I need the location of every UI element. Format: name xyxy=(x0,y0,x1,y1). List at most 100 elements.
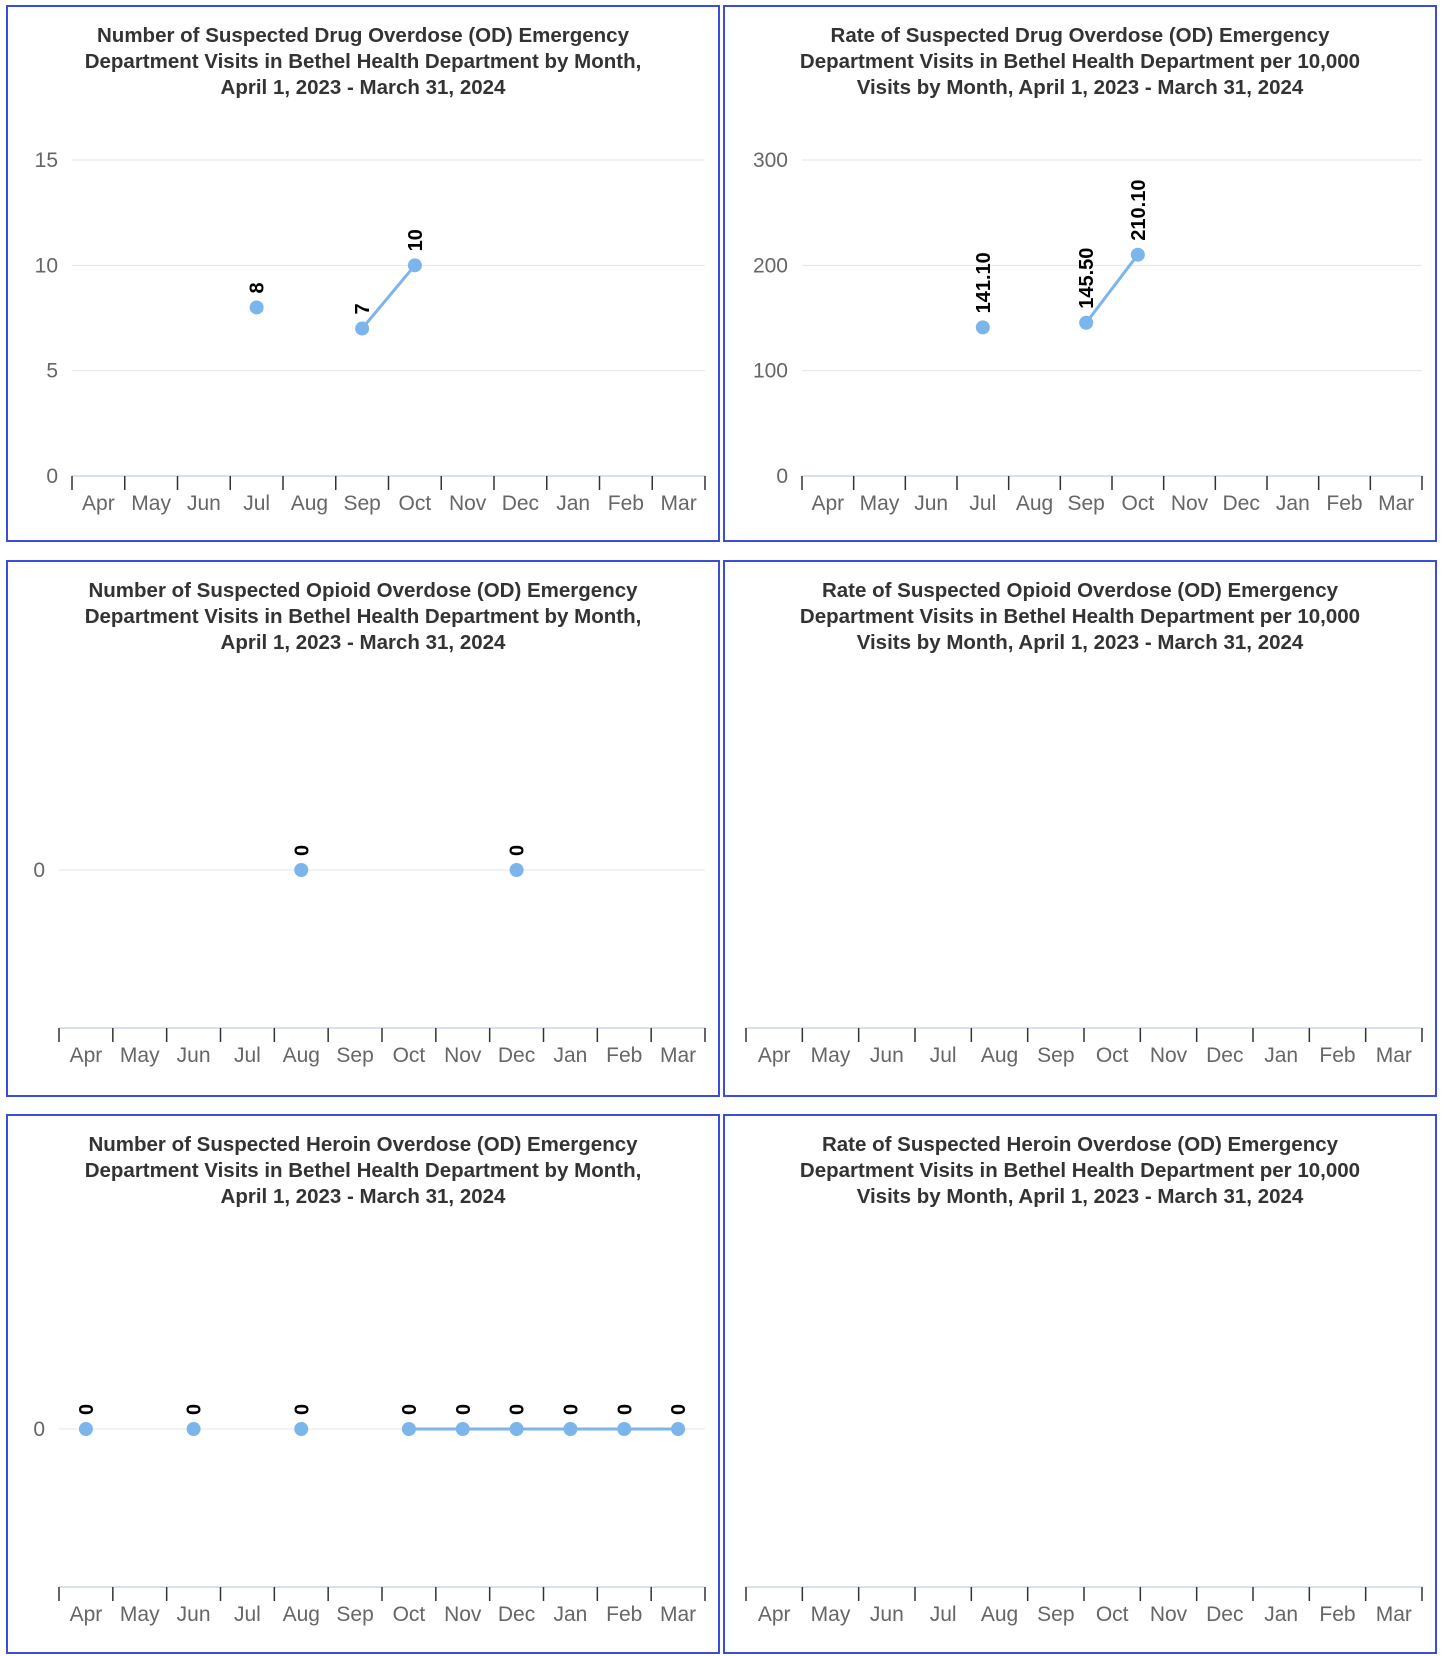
x-tick-label: Mar xyxy=(661,492,697,515)
x-tick-label: May xyxy=(120,1603,160,1626)
x-tick-label: Apr xyxy=(758,1603,791,1626)
data-point xyxy=(509,863,524,877)
chart-panel-drug-od-rate: Rate of Suspected Drug Overdose (OD) Eme… xyxy=(723,5,1437,542)
x-tick-label: Jun xyxy=(914,492,948,515)
data-label: 0 xyxy=(76,1404,98,1415)
data-label: 0 xyxy=(453,1404,475,1415)
chart-title-line: Department Visits in Bethel Health Depar… xyxy=(799,1159,1361,1182)
x-tick-label: Jun xyxy=(177,1044,211,1067)
x-tick-label: Jun xyxy=(187,492,221,515)
data-label: 210.10 xyxy=(1128,180,1150,241)
x-tick-label: Jun xyxy=(870,1044,904,1067)
x-tick-label: Jul xyxy=(243,492,270,515)
series-line-segment xyxy=(1084,253,1140,325)
chart-panel-heroin-od-rate: Rate of Suspected Heroin Overdose (OD) E… xyxy=(723,1114,1437,1654)
data-point xyxy=(294,863,309,877)
x-tick-label: Feb xyxy=(1326,492,1362,515)
chart-title-line: Visits by Month, April 1, 2023 - March 3… xyxy=(856,631,1304,654)
y-tick-label: 0 xyxy=(776,465,788,488)
chart-title-line: Number of Suspected Heroin Overdose (OD)… xyxy=(88,1133,638,1156)
chart-title-line: Department Visits in Bethel Health Depar… xyxy=(799,50,1361,73)
data-point xyxy=(455,1422,470,1436)
data-label: 0 xyxy=(291,845,313,856)
data-point xyxy=(401,1422,416,1436)
x-tick-label: Mar xyxy=(1378,492,1414,515)
chart-title-line: Number of Suspected Drug Overdose (OD) E… xyxy=(97,24,629,47)
x-tick-label: Apr xyxy=(70,1603,103,1626)
x-tick-label: Feb xyxy=(1319,1044,1355,1067)
x-tick-label: Jul xyxy=(969,492,996,515)
chart-title-line: April 1, 2023 - March 31, 2024 xyxy=(220,631,506,654)
chart-title: Rate of Suspected Opioid Overdose (OD) E… xyxy=(725,578,1435,656)
data-point xyxy=(671,1422,686,1436)
data-label: 145.50 xyxy=(1076,248,1098,309)
x-tick-label: Dec xyxy=(502,492,539,515)
y-tick-label: 100 xyxy=(753,360,788,383)
x-tick-label: Feb xyxy=(608,492,644,515)
y-tick-label: 0 xyxy=(46,465,58,488)
chart-svg: 0 Apr May Jun Jul Aug Sep Oct Nov Dec Jan Feb Mar 0 0 0… xyxy=(33,1404,706,1626)
chart-title-line: Number of Suspected Opioid Overdose (OD)… xyxy=(88,579,638,602)
data-label: 0 xyxy=(184,1404,206,1415)
data-label: 0 xyxy=(291,1404,313,1415)
chart-title: Rate of Suspected Heroin Overdose (OD) E… xyxy=(725,1132,1435,1210)
chart-svg: 0 Apr May Jun Jul Aug Sep Oct Nov Dec Jan Feb Mar 0 0 xyxy=(33,845,706,1067)
x-tick-label: Mar xyxy=(1376,1603,1412,1626)
x-tick-label: Jul xyxy=(234,1044,261,1067)
chart-title-line: Department Visits in Bethel Health Depar… xyxy=(84,1159,642,1182)
x-tick-label: Nov xyxy=(444,1603,482,1626)
x-tick-label: Oct xyxy=(1121,492,1154,515)
data-point xyxy=(975,320,990,335)
x-tick-label: Jul xyxy=(930,1603,957,1626)
chart-title: Number of Suspected Drug Overdose (OD) E… xyxy=(8,23,718,101)
x-tick-label: Dec xyxy=(1206,1044,1243,1067)
data-label: 0 xyxy=(560,1404,582,1415)
x-tick-label: Sep xyxy=(336,1603,373,1626)
chart-title-line: Visits by Month, April 1, 2023 - March 3… xyxy=(856,76,1304,99)
x-tick-label: Dec xyxy=(1222,492,1259,515)
x-tick-label: Oct xyxy=(1096,1044,1129,1067)
data-label: 141.10 xyxy=(973,252,995,313)
x-tick-label: Aug xyxy=(291,492,328,515)
data-label: 0 xyxy=(507,845,529,856)
x-tick-label: Nov xyxy=(444,1044,482,1067)
data-label: 0 xyxy=(507,1404,529,1415)
data-point xyxy=(355,321,370,336)
chart-title-line: Rate of Suspected Heroin Overdose (OD) E… xyxy=(821,1133,1339,1156)
data-label: 0 xyxy=(399,1404,421,1415)
x-tick-label: Jan xyxy=(556,492,590,515)
x-tick-label: Nov xyxy=(1150,1044,1188,1067)
chart-title-line: Rate of Suspected Opioid Overdose (OD) E… xyxy=(821,579,1339,602)
chart-svg: Apr May Jun Jul Aug Sep Oct Nov Dec Jan Feb Mar xyxy=(745,1027,1423,1067)
x-tick-label: Oct xyxy=(399,492,432,515)
x-tick-label: Nov xyxy=(1150,1603,1188,1626)
x-tick-label: May xyxy=(860,492,900,515)
x-tick-label: May xyxy=(811,1044,851,1067)
x-tick-label: Jan xyxy=(1264,1044,1298,1067)
data-point xyxy=(1130,247,1145,262)
data-point xyxy=(407,258,422,273)
chart-panel-drug-od-count: Number of Suspected Drug Overdose (OD) E… xyxy=(6,5,720,542)
y-tick-label: 5 xyxy=(46,360,58,383)
x-tick-label: Jan xyxy=(1276,492,1310,515)
data-label: 8 xyxy=(247,282,269,293)
chart-svg: 0 100 200 300 Apr May Jun Jul Aug Sep Oct Nov Dec Jan… xyxy=(753,149,1423,515)
data-point xyxy=(249,300,264,315)
x-tick-label: Feb xyxy=(606,1044,642,1067)
x-tick-label: Apr xyxy=(70,1044,103,1067)
x-tick-label: Aug xyxy=(1016,492,1053,515)
x-tick-label: Nov xyxy=(449,492,487,515)
x-tick-label: Dec xyxy=(498,1603,535,1626)
chart-svg: Apr May Jun Jul Aug Sep Oct Nov Dec Jan Feb Mar xyxy=(745,1586,1423,1626)
chart-title: Rate of Suspected Drug Overdose (OD) Eme… xyxy=(725,23,1435,101)
x-tick-label: Nov xyxy=(1171,492,1209,515)
x-tick-label: Mar xyxy=(660,1603,696,1626)
x-tick-label: Jun xyxy=(870,1603,904,1626)
chart-title: Number of Suspected Opioid Overdose (OD)… xyxy=(8,578,718,656)
chart-title: Number of Suspected Heroin Overdose (OD)… xyxy=(8,1132,718,1210)
x-tick-label: Sep xyxy=(343,492,380,515)
x-tick-label: Oct xyxy=(393,1044,426,1067)
chart-title-line: Department Visits in Bethel Health Depar… xyxy=(799,605,1361,628)
x-tick-label: Aug xyxy=(981,1044,1018,1067)
x-tick-label: Feb xyxy=(606,1603,642,1626)
